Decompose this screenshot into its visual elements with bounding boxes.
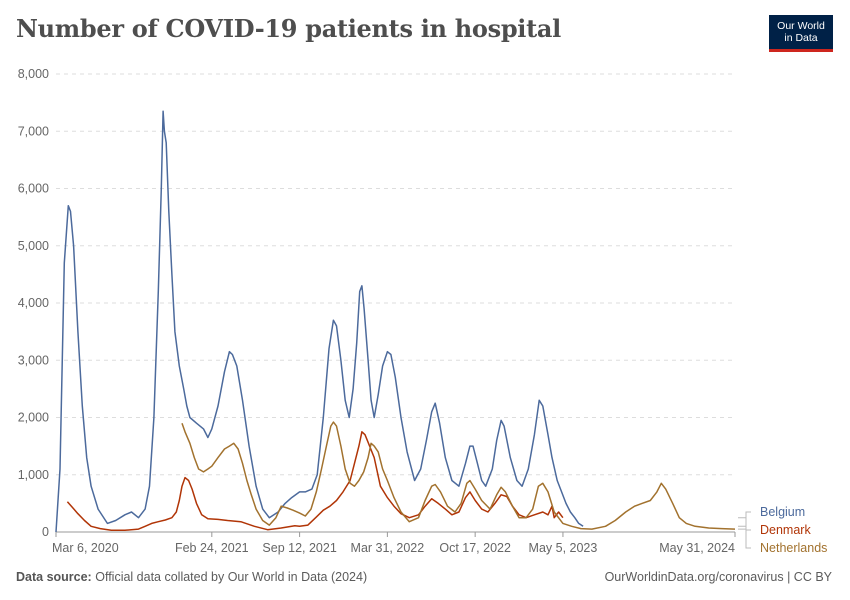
y-tick-label: 1,000 (18, 468, 49, 482)
footer-links: OurWorldinData.org/coronavirus | CC BY (605, 570, 832, 584)
license-link[interactable]: CC BY (793, 570, 832, 584)
x-tick-label: Oct 17, 2022 (439, 541, 511, 555)
legend-label-netherlands: Netherlands (760, 541, 827, 555)
legend-label-denmark: Denmark (760, 523, 811, 537)
data-source-label: Data source: (16, 570, 92, 584)
x-tick-label: May 5, 2023 (529, 541, 598, 555)
series-line-denmark (66, 431, 564, 532)
y-tick-label: 8,000 (18, 67, 49, 81)
data-source-note: Data source: Official data collated by O… (16, 570, 367, 584)
series-lines (55, 110, 736, 533)
owid-logo[interactable]: Our World in Data (769, 15, 833, 52)
source-link[interactable]: OurWorldinData.org/coronavirus (604, 570, 784, 584)
legend: Belgium Denmark Netherlands (738, 505, 827, 555)
legend-label-belgium: Belgium (760, 505, 805, 519)
x-tick-label: Feb 24, 2021 (175, 541, 249, 555)
gridlines (56, 73, 735, 476)
legend-connector (738, 511, 751, 527)
y-tick-label: 5,000 (18, 239, 49, 253)
x-tick-label: May 31, 2024 (659, 541, 735, 555)
data-source-text: Official data collated by Our World in D… (95, 570, 368, 584)
chart-title: Number of COVID-19 patients in hospital (16, 14, 561, 43)
y-tick-label: 4,000 (18, 296, 49, 310)
logo-line-1: Our World (777, 20, 825, 32)
y-tick-label: 6,000 (18, 182, 49, 196)
series-line-belgium (55, 110, 584, 533)
footer-separator: | (783, 570, 794, 584)
y-axis-tick-labels: 0 1,000 2,000 3,000 4,000 5,000 6,000 7,000 8,00… (18, 67, 49, 539)
legend-connector (738, 528, 751, 549)
y-tick-label: 2,000 (18, 411, 49, 425)
x-tick-label: Mar 31, 2022 (351, 541, 425, 555)
y-tick-label: 0 (42, 525, 49, 539)
y-tick-label: 7,000 (18, 124, 49, 138)
x-axis: Mar 6, 2020 Feb 24, 2021 Sep 12, 2021 Mar 3… (52, 531, 736, 555)
x-tick-label: Sep 12, 2021 (262, 541, 336, 555)
x-tick-label: Mar 6, 2020 (52, 541, 119, 555)
y-tick-label: 3,000 (18, 353, 49, 367)
logo-line-2: in Data (784, 32, 818, 44)
series-line-netherlands (181, 421, 736, 530)
legend-connector (738, 517, 751, 531)
